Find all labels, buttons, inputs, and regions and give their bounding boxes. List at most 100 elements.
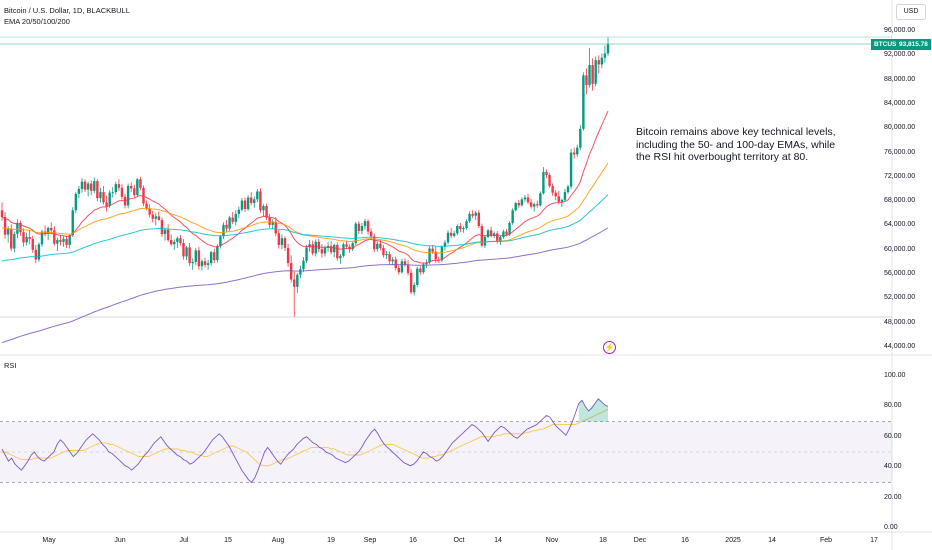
- candle-body: [406, 264, 410, 273]
- candle-body: [231, 217, 234, 222]
- candle-body: [197, 250, 201, 267]
- candle-body: [323, 247, 327, 254]
- candle-body: [25, 237, 28, 243]
- candle-body: [111, 192, 114, 193]
- price-axis-label: 92,000.00: [884, 51, 916, 59]
- ema50-line: [1, 162, 609, 254]
- time-axis-label: Jul: [179, 537, 189, 544]
- candle-body: [299, 269, 302, 275]
- price-axis-label: 84,000.00: [884, 99, 916, 107]
- candle-body: [169, 240, 173, 245]
- candle-body: [157, 216, 161, 220]
- time-axis-label: 2025: [725, 537, 741, 544]
- candle-body: [129, 185, 133, 189]
- candle-body: [354, 223, 357, 244]
- candle-body: [566, 186, 570, 193]
- candle-body: [179, 238, 182, 244]
- candle-body: [86, 183, 90, 190]
- candle-body: [10, 229, 13, 249]
- candle-body: [19, 223, 22, 233]
- candle-body: [532, 204, 536, 207]
- candle-body: [274, 221, 277, 234]
- lightning-icon[interactable]: ⚡: [603, 341, 616, 354]
- ema20-line: [1, 110, 609, 264]
- candle-body: [471, 213, 474, 216]
- candle-body: [203, 261, 207, 265]
- candle-body: [551, 185, 554, 193]
- price-axis-label: 64,000.00: [884, 221, 916, 229]
- candle-body: [333, 244, 336, 253]
- rsi-axis-label: 40.00: [884, 463, 902, 471]
- time-axis-label: 19: [327, 537, 335, 544]
- candle-body: [600, 57, 604, 65]
- candle-body: [591, 65, 594, 84]
- candle-body: [514, 202, 517, 211]
- chart-title: Bitcoin / U.S. Dollar, 1D, BLACKBULL: [4, 6, 130, 15]
- candle-body: [320, 249, 324, 254]
- candle-body: [502, 231, 505, 238]
- candle-body: [280, 238, 284, 245]
- candle-body: [228, 217, 231, 229]
- time-axis-label: Nov: [545, 537, 559, 544]
- candle-body: [572, 152, 576, 155]
- candle-body: [286, 247, 290, 264]
- candle-body: [422, 264, 425, 273]
- candle-body: [606, 44, 610, 54]
- candle-body: [523, 197, 527, 200]
- candle-body: [542, 171, 545, 194]
- candle-body: [529, 202, 533, 207]
- candle-body: [397, 268, 401, 273]
- candle-body: [499, 237, 502, 242]
- rsi-axis-label: 20.00: [884, 493, 902, 501]
- candle-body: [136, 179, 139, 196]
- candle-body: [34, 249, 38, 260]
- candle-body: [249, 197, 253, 203]
- candle-body: [277, 233, 281, 245]
- candle-body: [373, 236, 376, 250]
- candle-body: [545, 171, 548, 176]
- ema100-line: [1, 194, 609, 262]
- candle-body: [548, 175, 551, 186]
- candle-body: [194, 250, 197, 262]
- candle-body: [336, 244, 339, 259]
- candle-body: [151, 214, 154, 219]
- candle-body: [219, 236, 222, 247]
- rsi-axis-label: 80.00: [884, 402, 902, 410]
- candle-body: [314, 241, 317, 254]
- candle-body: [126, 185, 130, 206]
- candle-body: [452, 233, 456, 236]
- candle-body: [200, 261, 204, 267]
- candle-body: [31, 238, 34, 250]
- candle-body: [520, 199, 524, 206]
- candle-body: [342, 244, 345, 256]
- candle-body: [191, 261, 194, 264]
- candle-body: [468, 213, 471, 222]
- candle-body: [388, 254, 391, 262]
- candle-body: [182, 243, 185, 257]
- candle-body: [83, 181, 87, 190]
- currency-button[interactable]: USD: [896, 4, 926, 20]
- time-axis-label: 16: [409, 537, 417, 544]
- candle-body: [419, 268, 422, 273]
- candle-body: [188, 247, 191, 264]
- candle-body: [259, 191, 262, 211]
- candle-body: [311, 244, 314, 254]
- candle-body: [46, 227, 50, 234]
- candle-body: [517, 202, 520, 206]
- candle-body: [434, 251, 437, 260]
- rsi-pane-title[interactable]: RSI: [4, 361, 17, 370]
- candle-body: [6, 229, 10, 235]
- candle-body: [474, 212, 477, 216]
- candle-body: [99, 192, 102, 199]
- candle-body: [486, 230, 490, 238]
- time-axis-label: 16: [681, 537, 689, 544]
- candle-body: [213, 252, 216, 261]
- time-axis-label: Feb: [819, 537, 833, 544]
- candle-body: [262, 206, 265, 211]
- indicator-legend[interactable]: EMA 20/50/100/200: [4, 17, 70, 26]
- price-axis-label: 88,000.00: [884, 75, 916, 83]
- candle-body: [240, 200, 244, 210]
- candle-body: [357, 223, 361, 231]
- candle-body: [108, 192, 111, 207]
